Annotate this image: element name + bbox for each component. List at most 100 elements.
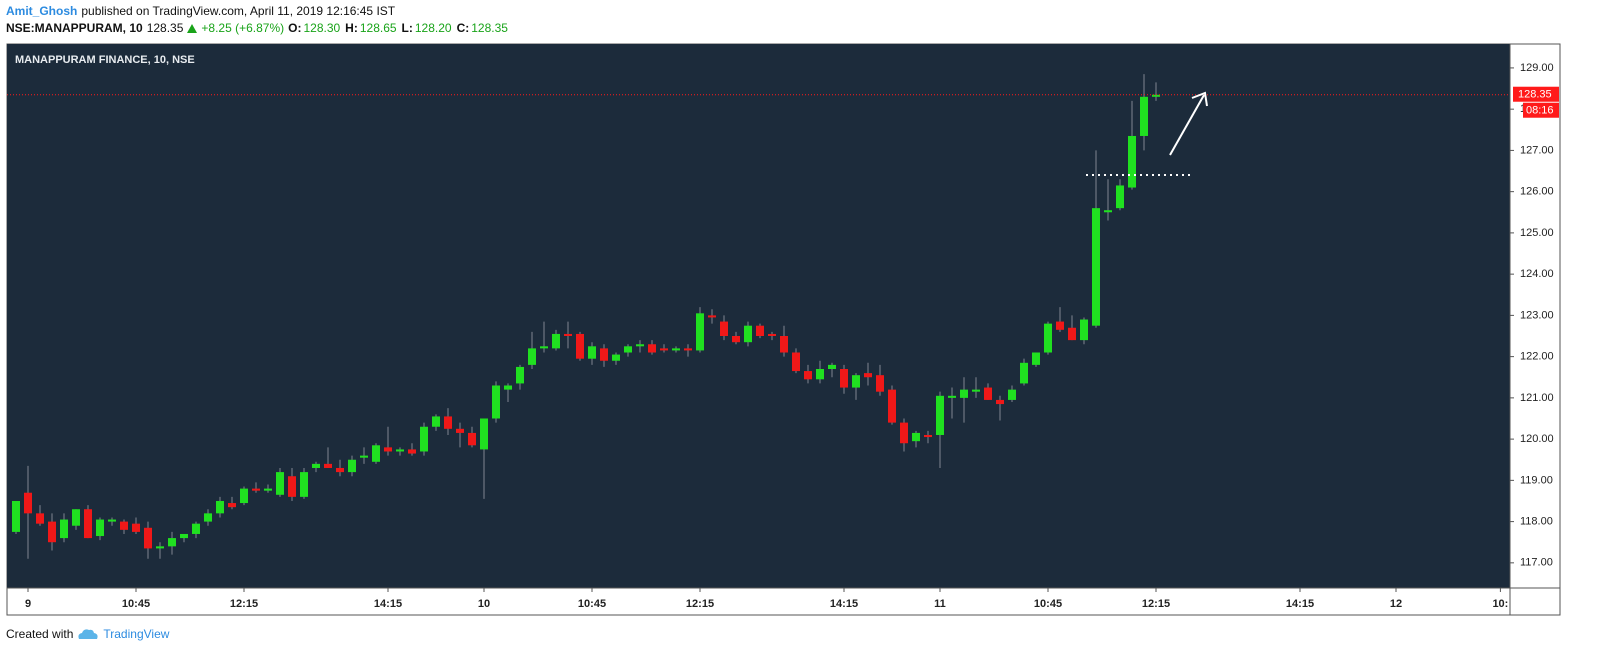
candle-body	[432, 416, 440, 427]
chart: MANAPPURAM FINANCE, 10, NSE 117.00 118.00…	[6, 43, 1561, 616]
x-tick-label: 10:	[1492, 598, 1508, 610]
candle-body	[648, 344, 656, 353]
last-price-label: 128.35	[1518, 89, 1552, 101]
candle-body	[948, 395, 956, 398]
candle-body	[912, 432, 920, 442]
candle-body	[696, 313, 704, 351]
candle-body	[756, 325, 764, 337]
candle-body	[504, 385, 512, 390]
candle-body	[204, 513, 212, 522]
candle-body	[888, 389, 896, 423]
candle-body	[1044, 323, 1052, 353]
candle-body	[384, 447, 392, 452]
candle-body	[132, 523, 140, 532]
candle-body	[540, 346, 548, 349]
candle-body	[564, 333, 572, 337]
candle-body	[732, 336, 740, 343]
candle-body	[996, 399, 1004, 405]
candle-body	[468, 432, 476, 446]
y-tick-label: 123.00	[1520, 309, 1554, 321]
annotation-arrowhead	[1191, 91, 1208, 107]
x-tick-label: 10:45	[578, 598, 606, 610]
x-tick-label: 10:45	[1034, 598, 1062, 610]
annotation-arrow	[1169, 94, 1205, 156]
plot-area	[7, 44, 1510, 588]
candle-body	[420, 426, 428, 452]
candle-body	[708, 315, 716, 318]
x-tick-label: 12:15	[686, 598, 714, 610]
y-tick-label: 121.00	[1520, 392, 1554, 404]
candle-body	[1104, 210, 1112, 213]
candle-body	[876, 375, 884, 392]
candle-body	[828, 364, 836, 369]
candle-body	[216, 500, 224, 514]
x-tick-label: 14:15	[1286, 598, 1314, 610]
candle-body	[636, 344, 644, 347]
ohlc-legend: O: 128.30 H: 128.65 L: 128.20 C: 128.35	[288, 21, 511, 35]
ohlc-label: L:	[401, 21, 413, 35]
candle-body	[36, 513, 44, 524]
y-tick-label: 120.00	[1520, 433, 1554, 445]
symbol-line: NSE:MANAPPURAM, 10 128.35 +8.25 (+6.87%)…	[6, 21, 511, 35]
candle-body	[588, 346, 596, 359]
candle-body	[1032, 352, 1040, 365]
candle-body	[852, 375, 860, 388]
candle-body	[1068, 327, 1076, 341]
candle-body	[1140, 96, 1148, 136]
author: Amit_Ghosh	[6, 4, 78, 18]
candle-body	[744, 325, 752, 343]
candle-body	[840, 368, 848, 388]
published: published on TradingView.com, April 11, …	[81, 4, 396, 18]
y-tick-label: 117.00	[1520, 557, 1553, 569]
candle-body	[396, 449, 404, 452]
candle-body	[1092, 208, 1100, 326]
candle-body	[444, 416, 452, 429]
candle-body	[312, 463, 320, 468]
brand-logo	[78, 629, 98, 639]
candle-body	[816, 368, 824, 380]
candle-body	[576, 333, 584, 359]
candle-body	[252, 488, 260, 491]
candle-body	[96, 519, 104, 537]
y-tick-label: 125.00	[1520, 227, 1554, 239]
candle-body	[144, 527, 152, 549]
footer-text: Created with	[6, 627, 74, 641]
x-tick-label: 12	[1390, 598, 1402, 610]
ohlc-label: C:	[456, 21, 470, 35]
price: 128.35	[146, 21, 184, 35]
x-tick-label: 10	[478, 598, 490, 610]
plot-layer	[7, 74, 1510, 559]
candle-body	[936, 395, 944, 435]
candle-body	[324, 463, 332, 468]
last-price-box	[1513, 86, 1559, 102]
candle-body	[456, 428, 464, 433]
candle-body	[156, 546, 164, 549]
ohlc-label: O:	[288, 21, 302, 35]
ohlc-value: 128.65	[359, 21, 397, 35]
candle-body	[624, 346, 632, 353]
y-tick-label: 122.00	[1520, 351, 1554, 363]
candle-body	[864, 373, 872, 378]
up-icon	[187, 23, 198, 33]
y-tick-label: 129.00	[1520, 62, 1554, 74]
countdown-box	[1523, 102, 1559, 118]
brand: TradingView	[103, 627, 170, 641]
x-tick-label: 10:45	[122, 598, 150, 610]
ohlc-value: 128.20	[414, 21, 452, 35]
candle-body	[768, 333, 776, 337]
candle-body	[1116, 185, 1124, 209]
candle-body	[972, 389, 980, 392]
candle-body	[408, 449, 416, 454]
candle-body	[552, 333, 560, 349]
candle-body	[120, 521, 128, 530]
x-tick-label: 9	[25, 598, 31, 610]
candle-body	[612, 354, 620, 361]
symbol: NSE:MANAPPURAM, 10	[6, 21, 143, 35]
candle-body	[348, 459, 356, 473]
candle-body	[264, 488, 272, 491]
candle-body	[900, 422, 908, 444]
candle-body	[1080, 319, 1088, 341]
x-tick-label: 12:15	[230, 598, 258, 610]
candle-body	[360, 455, 368, 458]
candle-body	[516, 366, 524, 384]
